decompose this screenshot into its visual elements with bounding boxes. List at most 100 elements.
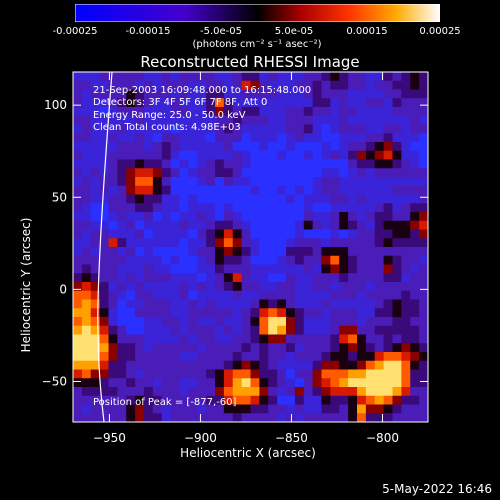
heatmap-cell <box>108 98 118 108</box>
heatmap-cell <box>410 203 420 213</box>
heatmap-cell <box>81 325 92 335</box>
heatmap-cell <box>206 133 216 143</box>
heatmap-cell <box>374 124 385 134</box>
heatmap-cell <box>144 273 154 283</box>
heatmap-cell <box>223 203 234 213</box>
heatmap-cell <box>410 352 420 362</box>
heatmap-cell <box>108 325 118 335</box>
heatmap-cell <box>135 220 145 230</box>
heatmap-cell <box>223 352 234 362</box>
heatmap-cell <box>206 404 216 414</box>
heatmap-cell <box>206 72 216 82</box>
heatmap-cell <box>321 212 331 222</box>
heatmap-cell <box>330 247 340 257</box>
heatmap-cell <box>401 72 411 82</box>
heatmap-cell <box>144 238 154 248</box>
heatmap-cell <box>348 133 358 143</box>
heatmap-cell <box>330 387 340 397</box>
heatmap-cell <box>73 378 83 388</box>
heatmap-cell <box>188 185 198 195</box>
heatmap-cell <box>419 203 429 213</box>
heatmap-cell <box>135 177 145 187</box>
y-tick-label: 100 <box>44 98 67 112</box>
heatmap-cell <box>206 238 216 248</box>
heatmap-cell <box>357 238 367 248</box>
heatmap-cell <box>241 325 251 335</box>
heatmap-cell <box>144 220 154 230</box>
heatmap-cell <box>232 142 243 152</box>
heatmap-cell <box>303 142 314 152</box>
heatmap-cell <box>277 255 287 265</box>
heatmap-cell <box>277 89 287 99</box>
heatmap-cell <box>108 395 118 405</box>
heatmap-cell <box>108 212 118 222</box>
heatmap-cell <box>348 89 358 99</box>
annotation-detectors: Detectors: 3F 4F 5F 6F 7F 8F, Att 0 <box>93 97 268 108</box>
heatmap-cell <box>179 168 189 178</box>
heatmap-cell <box>410 72 420 82</box>
heatmap-cell <box>365 89 376 99</box>
heatmap-cell <box>161 72 172 82</box>
heatmap-cell <box>126 404 136 414</box>
heatmap-cell <box>303 369 314 379</box>
heatmap-cell <box>81 308 92 318</box>
heatmap-cell <box>294 387 305 397</box>
heatmap-cell <box>365 352 376 362</box>
heatmap-cell <box>312 247 322 257</box>
heatmap-cell <box>126 72 136 82</box>
heatmap-cell <box>357 247 367 257</box>
heatmap-cell <box>330 317 340 327</box>
heatmap-cell <box>321 352 331 362</box>
heatmap-cell <box>303 413 314 423</box>
heatmap-cell <box>374 185 385 195</box>
heatmap-cell <box>206 220 216 230</box>
heatmap-cell <box>259 343 269 353</box>
heatmap-cell <box>108 360 118 370</box>
heatmap-cell <box>126 220 136 230</box>
heatmap-cell <box>277 177 287 187</box>
heatmap-cell <box>348 369 358 379</box>
heatmap-cell <box>321 72 331 82</box>
heatmap-cell <box>348 220 358 230</box>
heatmap-cell <box>383 325 393 335</box>
heatmap-cell <box>73 282 83 292</box>
heatmap-cell <box>206 212 216 222</box>
heatmap-cell <box>161 150 172 160</box>
heatmap-cell <box>383 212 393 222</box>
heatmap-cell <box>330 369 340 379</box>
heatmap-cell <box>90 124 101 134</box>
heatmap-cell <box>241 159 251 169</box>
heatmap-cell <box>206 185 216 195</box>
heatmap-cell <box>286 72 296 82</box>
heatmap-cell <box>73 308 83 318</box>
heatmap-cell <box>383 80 393 90</box>
heatmap-cell <box>99 194 109 204</box>
heatmap-cell <box>241 343 251 353</box>
heatmap-cell <box>321 89 331 99</box>
heatmap-cell <box>144 290 154 300</box>
heatmap-cell <box>277 185 287 195</box>
heatmap-cell <box>108 290 118 300</box>
heatmap-cell <box>232 343 243 353</box>
heatmap-cell <box>188 334 198 344</box>
y-axis-label: Heliocentric Y (arcsec) <box>19 217 33 353</box>
heatmap-cell <box>294 220 305 230</box>
heatmap-cell <box>339 360 349 370</box>
heatmap-cell <box>312 282 322 292</box>
heatmap-cell <box>126 290 136 300</box>
heatmap-cell <box>99 229 109 239</box>
heatmap-cell <box>339 89 349 99</box>
heatmap-cell <box>144 308 154 318</box>
heatmap-cell <box>232 360 243 370</box>
heatmap-cell <box>232 72 243 82</box>
heatmap-cell <box>419 264 429 274</box>
heatmap-cell <box>321 343 331 353</box>
heatmap-cell <box>250 352 260 362</box>
heatmap-cell <box>286 282 296 292</box>
heatmap-cell <box>232 395 243 405</box>
heatmap-cell <box>339 124 349 134</box>
heatmap-cell <box>410 282 420 292</box>
heatmap-cell <box>410 378 420 388</box>
heatmap-cell <box>348 142 358 152</box>
heatmap-cell <box>321 387 331 397</box>
